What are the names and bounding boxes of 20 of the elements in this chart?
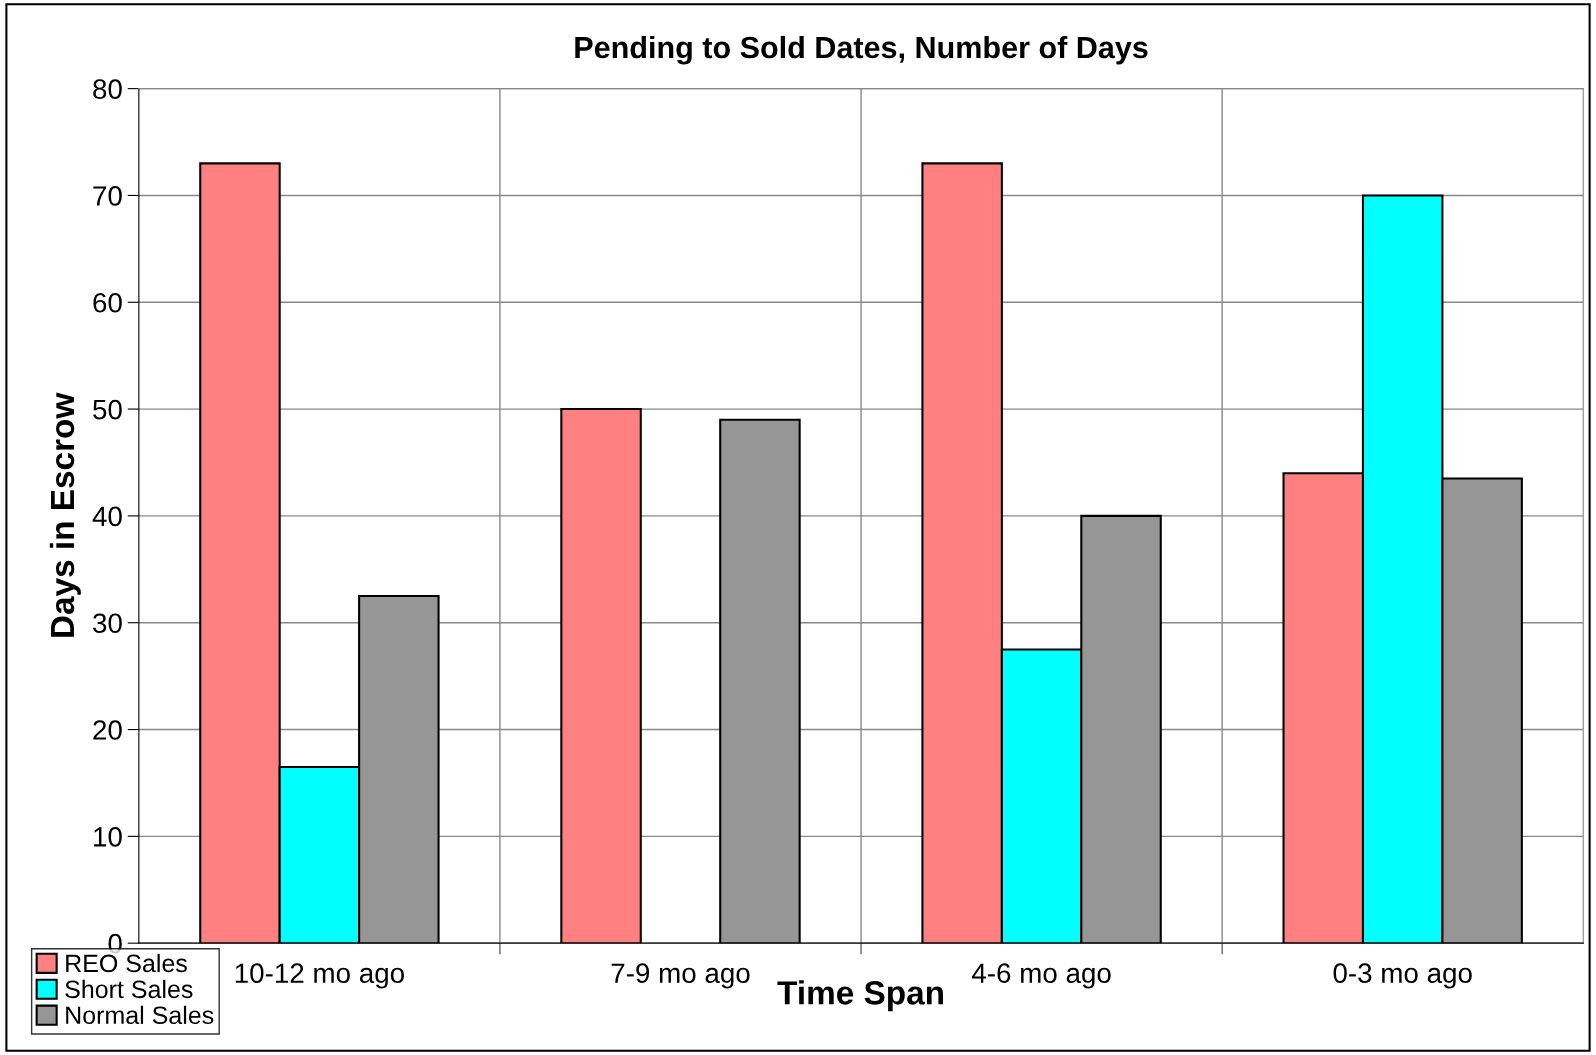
x-axis-title: Time Span	[777, 980, 943, 1012]
y-tick-label: 40	[92, 506, 122, 527]
y-tick-label: 80	[93, 79, 122, 99]
y-tick-label: 60	[93, 292, 122, 313]
x-tick-label: 10-12 mo ago	[235, 963, 404, 989]
y-tick-label: 10	[94, 827, 122, 847]
bar	[560, 408, 642, 944]
legend-label: Short Sales	[65, 979, 193, 999]
y-tick-label: 70	[93, 186, 122, 206]
y-tick-label: 50	[93, 399, 122, 420]
y-axis-title: Days in Escrow	[49, 392, 81, 637]
y-tick-label: 30	[93, 613, 122, 634]
bar	[719, 418, 801, 944]
x-tick-label: 7-9 mo ago	[611, 963, 750, 989]
legend-label: Normal Sales	[66, 1005, 214, 1025]
x-tick-label: 0-3 mo ago	[1333, 963, 1472, 989]
y-tick-label: 20	[93, 720, 122, 740]
chart-title: Pending to Sold Dates, Number of Days	[575, 35, 1148, 65]
x-tick-label: 4-6 mo ago	[971, 963, 1111, 989]
legend-label: REO Sales	[66, 953, 187, 973]
